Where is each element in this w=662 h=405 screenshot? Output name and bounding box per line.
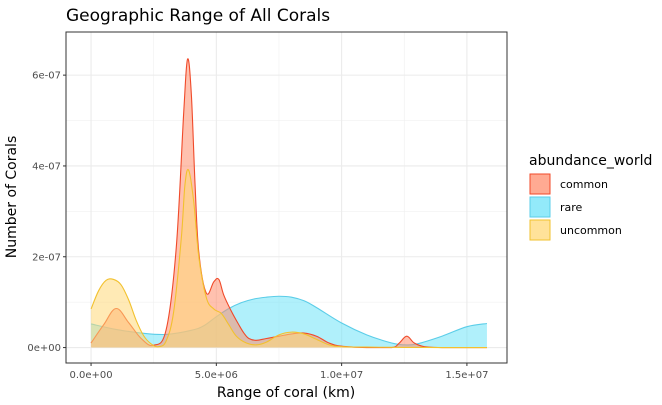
x-tick-label: 0.0e+00 (69, 370, 112, 381)
y-axis-ticks: 0e+00 2e-07 4e-07 6e-07 (27, 71, 66, 354)
y-tick-label: 0e+00 (27, 343, 61, 354)
legend-key-rare (529, 196, 551, 218)
legend-title: abundance_world (529, 153, 652, 169)
density-line-uncommon (90, 168, 487, 349)
y-axis-label: Number of Corals (4, 136, 20, 259)
legend-label-uncommon: uncommon (560, 224, 622, 237)
density-areas (90, 58, 488, 349)
legend-key-uncommon (529, 219, 551, 241)
x-axis-label: Range of coral (km) (217, 385, 355, 401)
x-tick-label: 1.0e+07 (320, 370, 363, 381)
legend: abundance_world common rare uncommon (529, 153, 652, 241)
y-tick-label: 6e-07 (32, 71, 61, 82)
chart-title: Geographic Range of All Corals (66, 6, 330, 26)
x-tick-label: 5.0e+06 (195, 370, 238, 381)
plot-panel-border (65, 31, 508, 364)
density-area-uncommon (91, 169, 487, 348)
density-line-common (90, 58, 487, 349)
x-tick-label: 1.5e+07 (445, 370, 488, 381)
legend-key-common (529, 173, 551, 195)
x-axis-ticks: 0.0e+00 5.0e+06 1.0e+07 1.5e+07 (69, 363, 488, 381)
y-tick-label: 4e-07 (32, 161, 61, 172)
legend-label-rare: rare (560, 201, 583, 214)
legend-label-common: common (560, 178, 608, 191)
y-tick-label: 2e-07 (32, 252, 61, 263)
